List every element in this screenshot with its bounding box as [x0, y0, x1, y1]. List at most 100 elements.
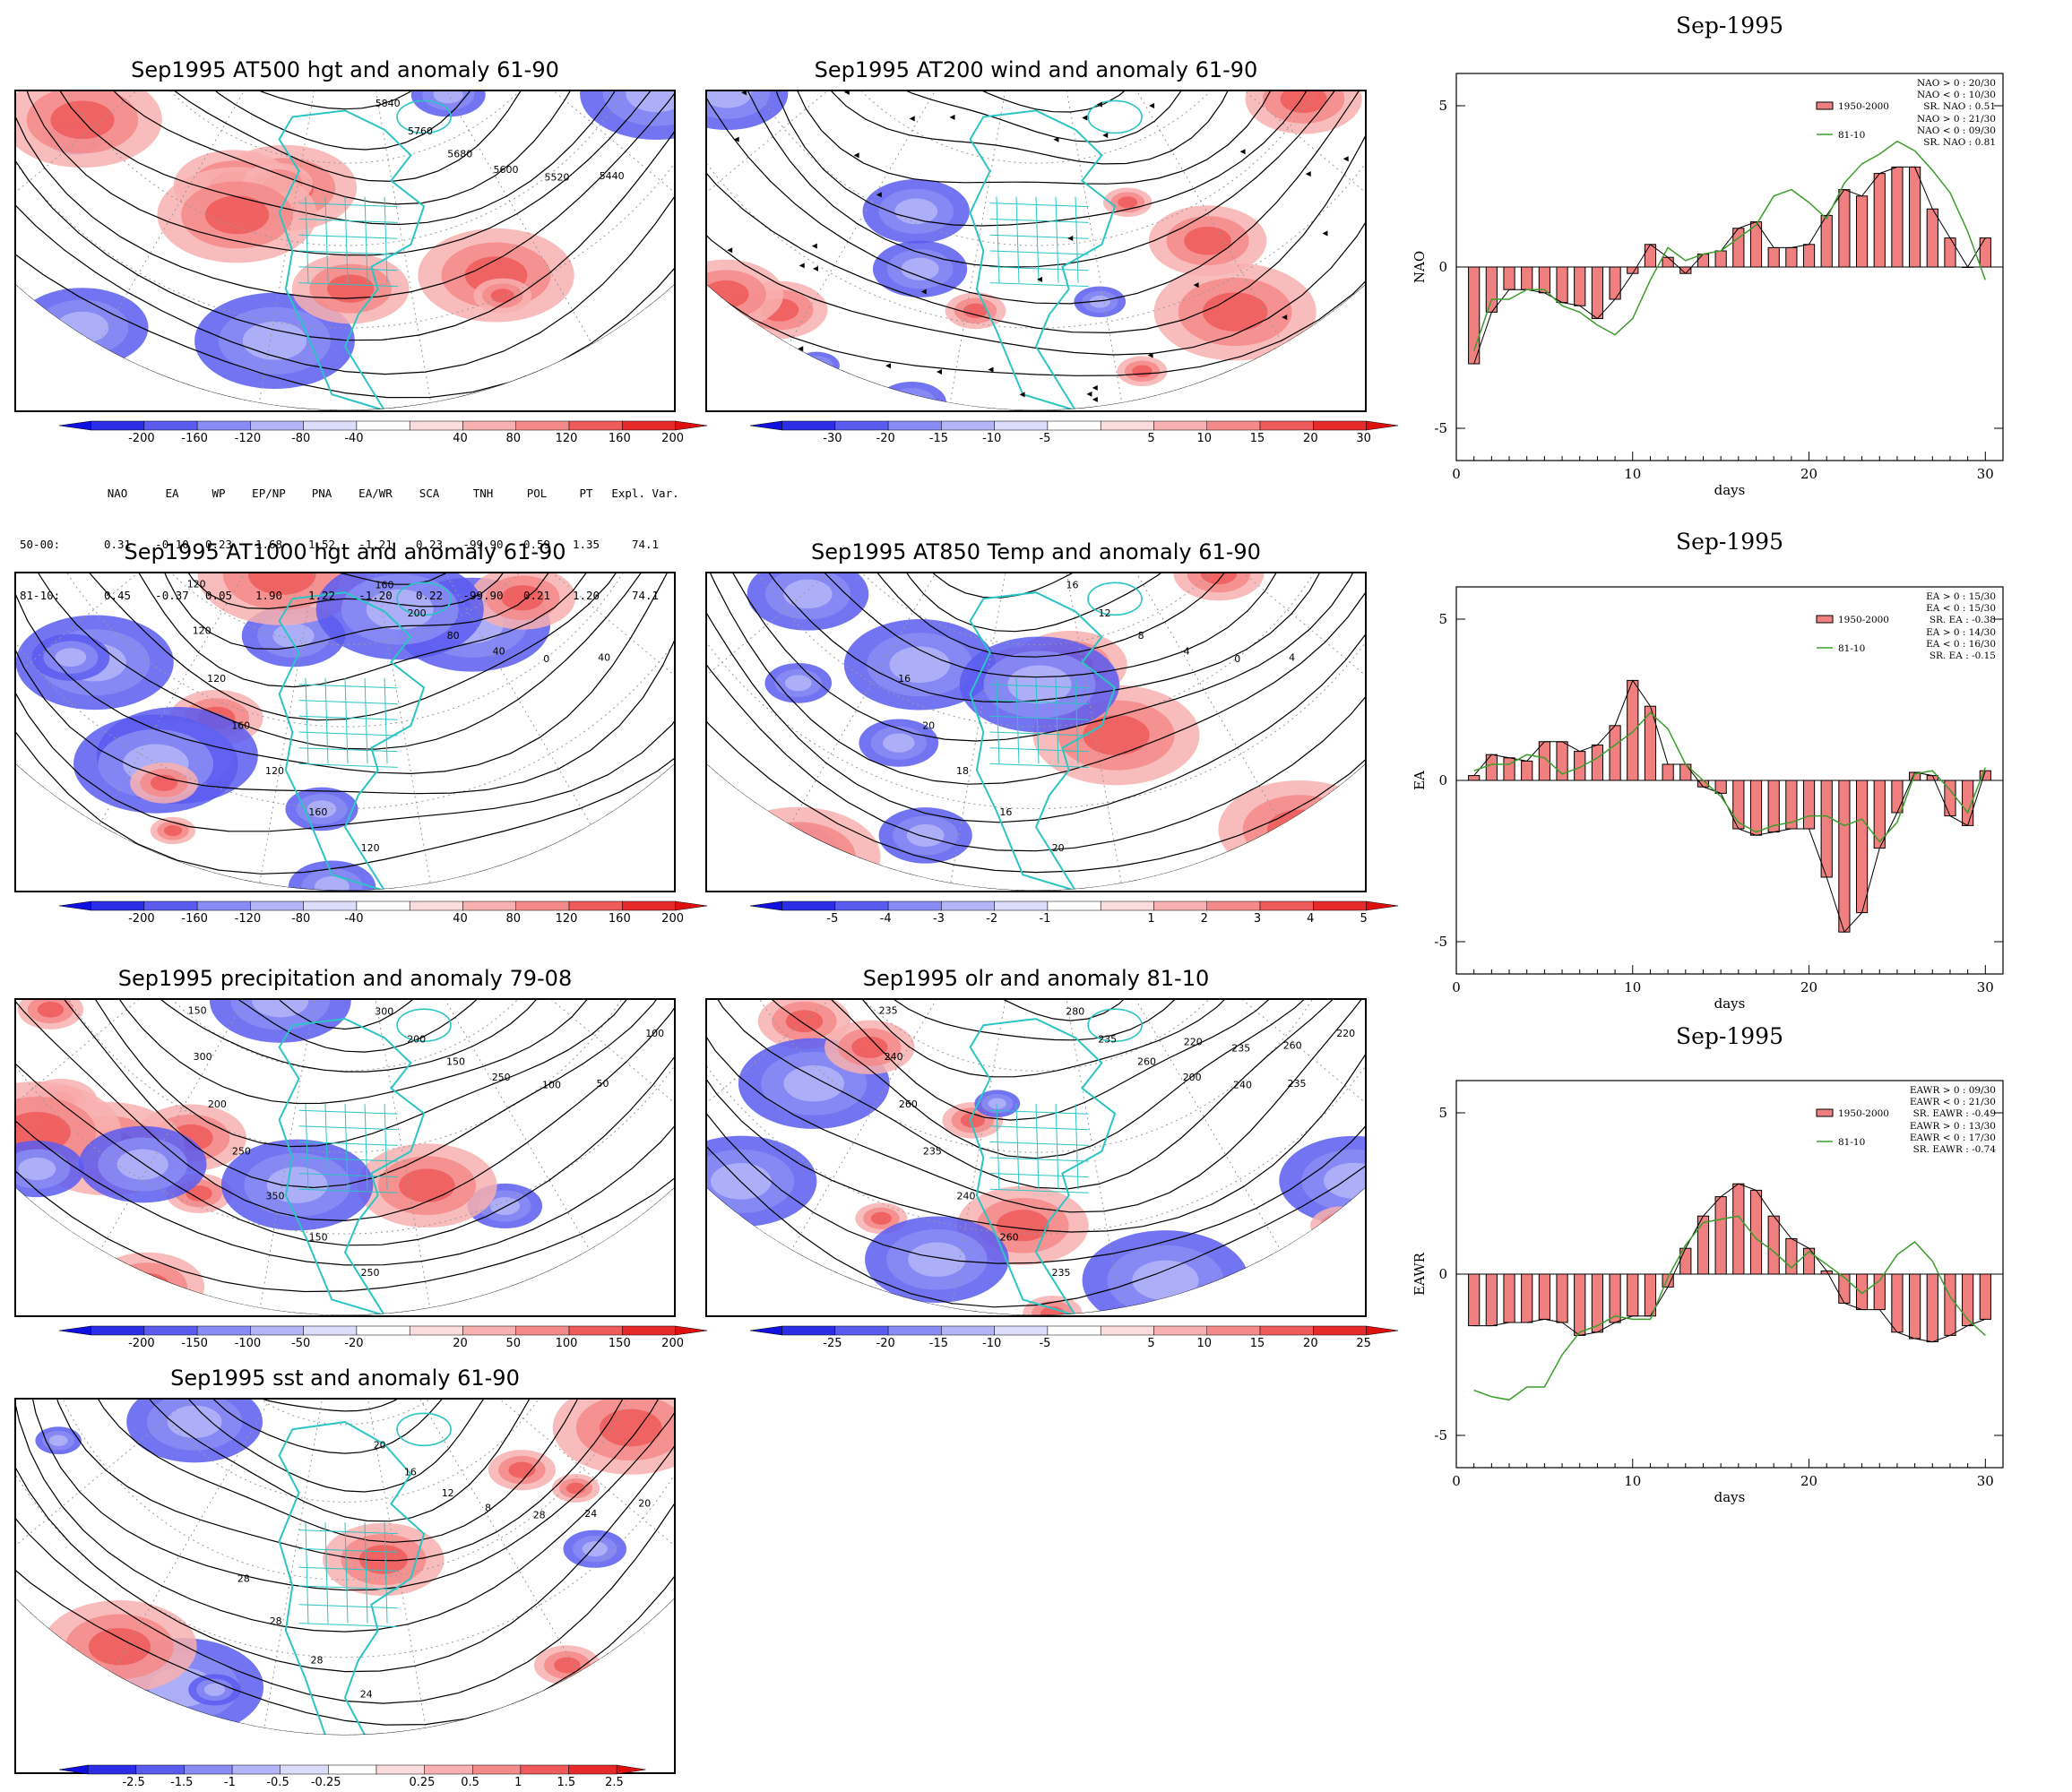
wind-arrow [727, 247, 733, 254]
index-table-cell: 1.35 [572, 538, 600, 551]
negative-anomaly-shade [906, 823, 945, 847]
negative-anomaly-shade [1007, 665, 1072, 704]
wind-arrow [988, 366, 994, 373]
timeseries-plot-ea: -5 0 5 0 10 20 30 days EA EA > 0 : 15/30 EA < 0 : … [1412, 586, 2004, 1012]
map-title: Sep1995 AT1000 hgt and anomaly 61-90 [124, 539, 566, 564]
colorbar-tick-label: 20 [1303, 432, 1318, 445]
contour-line [707, 573, 1365, 874]
state-border [298, 266, 398, 271]
latitude-gridline [709, 1000, 1363, 1153]
contour-line [75, 1000, 618, 1105]
state-border [324, 677, 329, 764]
bar-1950-2000 [1855, 780, 1869, 914]
negative-anomaly-shade [80, 365, 111, 383]
state-border [996, 677, 1000, 764]
coastline [969, 1018, 1117, 1315]
contour-line [150, 573, 540, 610]
colorbar-min-arrow [58, 900, 91, 911]
contour-label: 4 [1289, 651, 1295, 663]
colorbar-tick-label: -40 [344, 432, 363, 445]
contour-line [26, 1400, 674, 1591]
colorbar-max-arrow [675, 420, 708, 431]
colorbar-segment [781, 1325, 836, 1336]
map-panel-precip: Sep1995 precipitation and anomaly 79-08 5… [14, 966, 676, 1317]
map-panel-olr: Sep1995 olr and anomaly 81-10 235 240 200 26… [705, 966, 1367, 1317]
colorbar-segment [994, 900, 1049, 911]
colorbar-tick-label: 80 [506, 912, 522, 926]
wind-arrow [1305, 171, 1311, 177]
contour-label: 235 [1231, 1043, 1250, 1055]
positive-anomaly-shade [571, 1686, 642, 1729]
state-border [1055, 196, 1059, 283]
state-border [1035, 196, 1040, 283]
greenland-outline [1087, 582, 1143, 616]
map-frame: 50 100 250 150 200 300 250 150 350 250 200 300 150 10… [14, 998, 676, 1317]
positive-anomaly-shade [963, 303, 989, 318]
bar-1950-2000 [1891, 780, 1904, 814]
colorbar-segment [472, 1764, 522, 1775]
positive-anomaly-shade [743, 856, 780, 878]
colorbar-tick-label: 30 [1356, 432, 1371, 445]
contour-label: 300 [194, 1051, 212, 1063]
y-axis-label: EAWR [1412, 1252, 1428, 1296]
map-title: Sep1995 AT500 hgt and anomaly 61-90 [131, 57, 559, 82]
state-border [1055, 677, 1059, 764]
index-table-row-label: 81-10: [20, 589, 61, 602]
colorbar-segment [462, 1325, 516, 1336]
bar-1950-2000 [1891, 166, 1904, 268]
wind-arrow [813, 265, 819, 271]
negative-anomaly-shade [167, 1405, 222, 1439]
map-plot: 40 0 40 80 200 160 120 160 120 160 120 120 120 [16, 573, 674, 891]
wind-arrow [798, 346, 804, 352]
positive-anomaly-shade [1280, 91, 1327, 114]
contour-label: 5440 [600, 170, 625, 182]
colorbar-segment [994, 420, 1049, 431]
positive-anomaly-shade [124, 1272, 170, 1301]
contour-line [16, 1000, 674, 1189]
bar-1950-2000 [1732, 228, 1745, 268]
state-border [298, 1566, 398, 1572]
colorbar-tick-label: 150 [609, 1337, 631, 1350]
contour-line [865, 573, 1219, 599]
colorbar-min-arrow [58, 1764, 89, 1775]
colorbar-tick-label: 1 [1147, 912, 1154, 926]
x-tick-label: 0 [1452, 979, 1461, 995]
negative-anomaly-shade [876, 382, 947, 410]
colorbar-segment [303, 900, 358, 911]
colorbar-segment [143, 420, 198, 431]
bar-1950-2000 [1838, 1273, 1851, 1304]
contour-line [117, 1000, 550, 1053]
negative-anomaly-shade [366, 589, 434, 630]
colorbar-tick-label: 5 [1147, 432, 1154, 445]
colorbar-tick-label: -100 [235, 1337, 262, 1350]
y-tick-label: 5 [1438, 1105, 1447, 1121]
positive-anomaly-shade [248, 573, 316, 595]
contour-label: 18 [956, 765, 969, 777]
state-border [996, 196, 1000, 283]
index-table-cell: 74.1 [631, 589, 660, 602]
colorbar-tick-label: -3 [933, 912, 945, 926]
negative-anomaly-shade [582, 1541, 608, 1557]
legend-stat-1950-2000: NAO > 0 : 20/30 [1917, 78, 1996, 89]
contour-line [143, 91, 553, 151]
state-border [344, 677, 349, 764]
colorbar-segment [568, 420, 623, 431]
contour-label: 260 [1283, 1040, 1302, 1052]
map-plot: 50 100 250 150 200 300 250 150 350 250 200 300 150 10… [16, 1000, 674, 1315]
colorbar-tick-label: -80 [291, 912, 310, 926]
colorbar-segment [887, 900, 942, 911]
index-table-cell: 0.23 [415, 538, 444, 551]
colorbar-max-arrow [1366, 900, 1399, 911]
colorbar-tick-label: 100 [556, 1337, 578, 1350]
map-plot: 20 24 28 8 12 16 20 24 28 28 28 [16, 1400, 674, 1736]
positive-anomaly-shade [764, 836, 832, 877]
bar-1950-2000 [1503, 1273, 1515, 1323]
index-table-column-header: PNA [311, 487, 332, 500]
legend-stat-81-10: EAWR > 0 : 13/30 [1910, 1121, 1996, 1132]
negative-anomaly-shade [883, 733, 915, 753]
contour-label: 235 [923, 1146, 942, 1158]
state-border [305, 196, 309, 283]
legend-stat-81-10: EA > 0 : 14/30 [1926, 627, 1996, 638]
state-border [384, 1104, 388, 1190]
index-table-column-header: PT [579, 487, 593, 500]
